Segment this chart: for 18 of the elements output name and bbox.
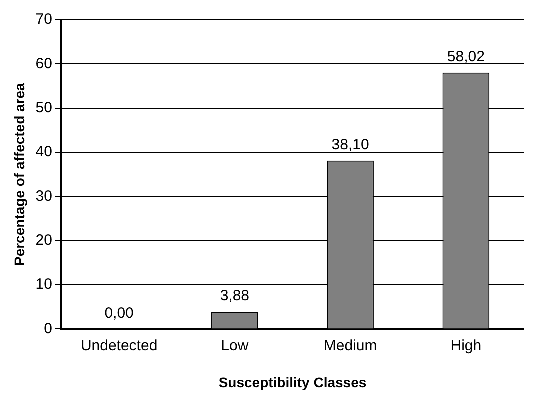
x-tick-label: Low — [221, 337, 249, 354]
data-label: 3,88 — [220, 288, 250, 305]
y-tick-label: 10 — [36, 276, 52, 294]
data-label: 0,00 — [104, 304, 134, 322]
x-tick-label: High — [450, 337, 482, 354]
y-tick-label: 30 — [36, 188, 52, 205]
y-axis-title: Percentage of affected area — [11, 82, 28, 266]
x-tick-label: Undetected — [80, 337, 158, 354]
y-tick-label: 50 — [36, 99, 52, 116]
y-tick-label: 60 — [36, 55, 52, 72]
data-label: 58,02 — [447, 48, 485, 66]
x-axis-title: Susceptibility Classes — [218, 374, 367, 390]
data-label: 38,10 — [332, 136, 370, 154]
y-tick-label: 0 — [44, 320, 52, 338]
y-tick-label: 20 — [36, 232, 52, 249]
y-tick-label: 70 — [36, 11, 52, 28]
x-tick-label: Medium — [324, 337, 378, 354]
y-tick-label: 40 — [36, 144, 52, 161]
